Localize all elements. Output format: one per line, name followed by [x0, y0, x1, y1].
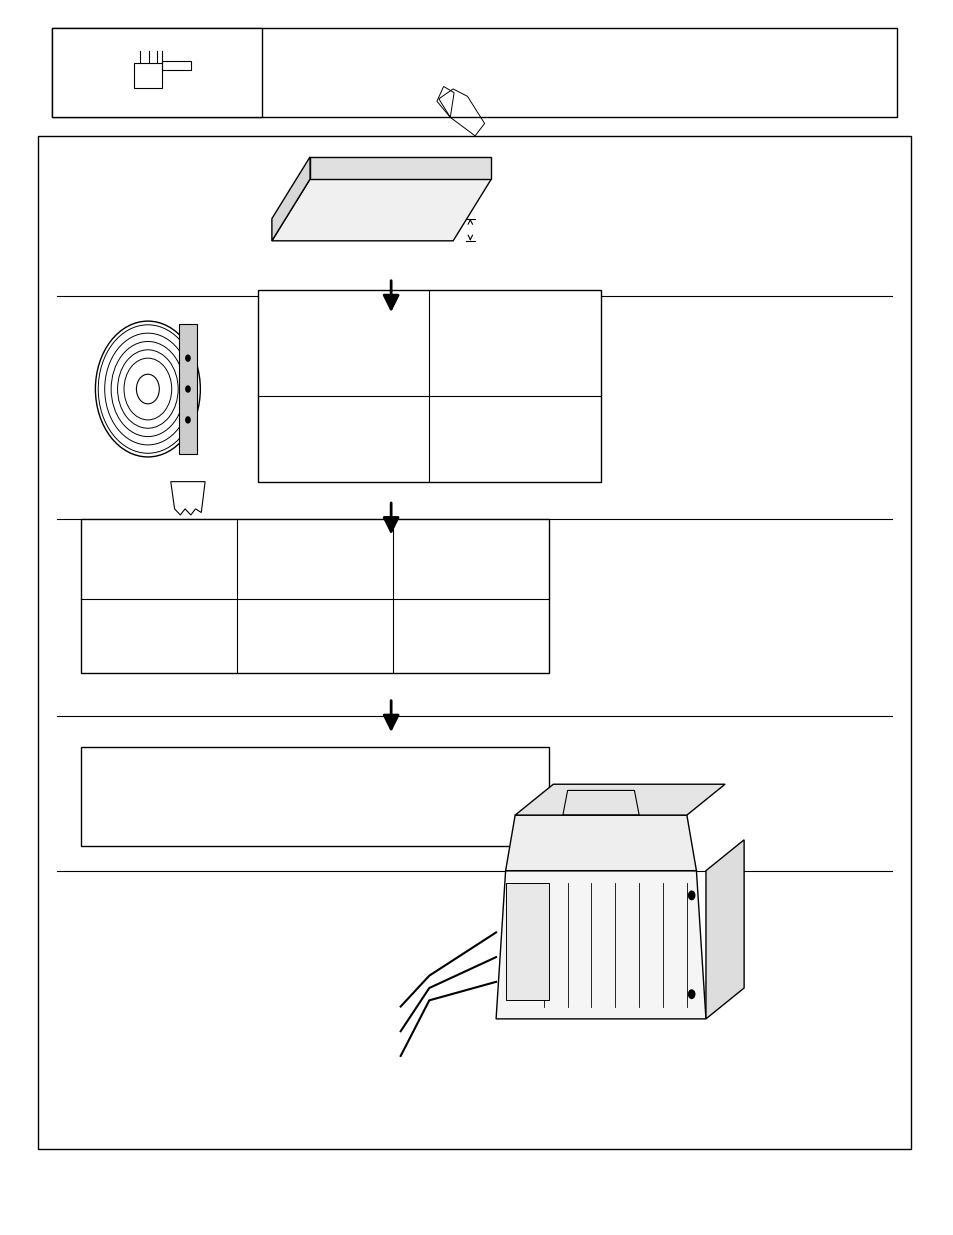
Polygon shape — [310, 157, 491, 179]
Circle shape — [687, 890, 695, 900]
Bar — [38, 136, 910, 1149]
Polygon shape — [705, 840, 743, 1019]
Bar — [81, 747, 548, 846]
Polygon shape — [515, 784, 724, 815]
Bar — [505, 883, 548, 1000]
Bar — [52, 28, 262, 117]
Polygon shape — [496, 871, 705, 1019]
Circle shape — [687, 989, 695, 999]
Polygon shape — [505, 815, 696, 871]
Circle shape — [185, 385, 191, 393]
Circle shape — [506, 989, 514, 999]
Polygon shape — [272, 157, 310, 241]
Polygon shape — [179, 325, 196, 453]
Polygon shape — [272, 179, 491, 241]
Circle shape — [136, 374, 159, 404]
Bar — [52, 28, 896, 117]
Bar — [257, 290, 600, 482]
Bar — [81, 519, 548, 673]
Circle shape — [185, 416, 191, 424]
Circle shape — [185, 354, 191, 362]
